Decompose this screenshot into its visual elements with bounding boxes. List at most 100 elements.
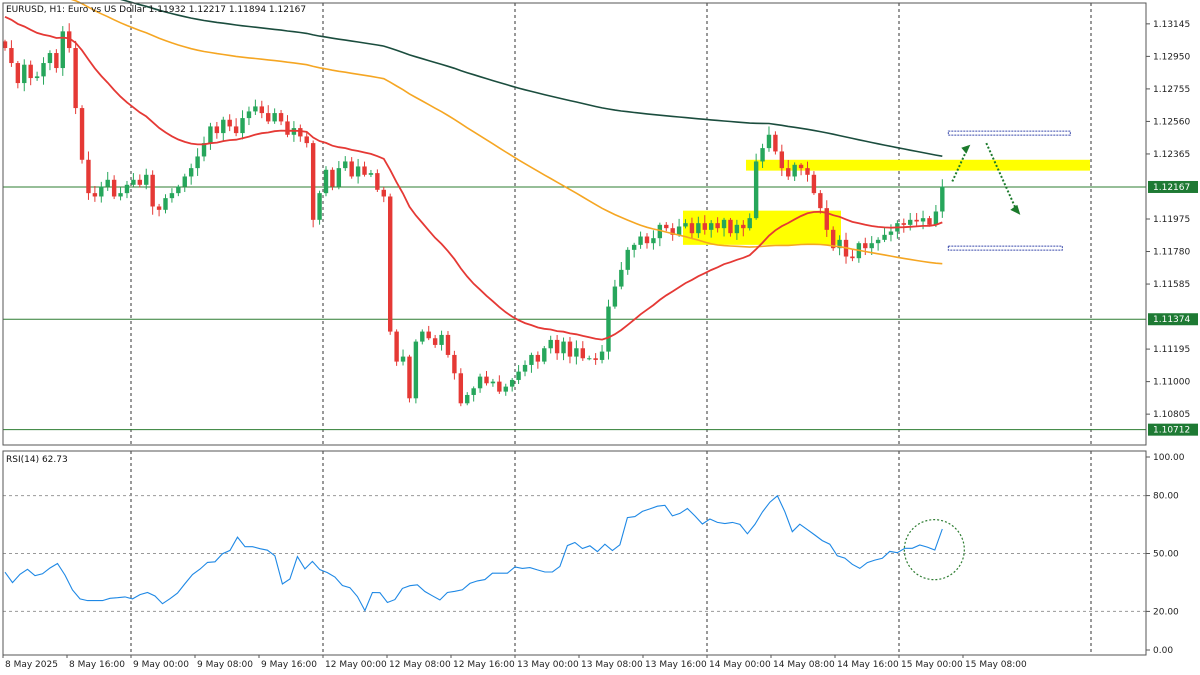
candle bbox=[503, 383, 508, 396]
candle-series bbox=[2, 23, 945, 407]
candle-body bbox=[574, 348, 579, 357]
candle bbox=[28, 60, 33, 86]
candle bbox=[747, 213, 752, 231]
candle bbox=[137, 174, 143, 188]
candle-body bbox=[67, 31, 72, 49]
candle-body bbox=[41, 63, 46, 77]
price-tick-label: 1.11780 bbox=[1153, 248, 1190, 258]
candle-body bbox=[272, 113, 277, 122]
candle-body bbox=[310, 143, 316, 220]
candle-body bbox=[150, 174, 155, 207]
candle bbox=[940, 179, 945, 218]
candle bbox=[516, 365, 521, 385]
candle-body bbox=[676, 226, 682, 235]
time-tick-label: 12 May 16:00 bbox=[453, 660, 515, 670]
candle bbox=[272, 108, 277, 124]
candle-body bbox=[195, 156, 200, 169]
candle-body bbox=[927, 218, 932, 225]
candle bbox=[73, 40, 78, 115]
candle-body bbox=[484, 376, 489, 384]
arrow-down-line bbox=[985, 142, 1018, 211]
time-tick-label: 8 May 16:00 bbox=[69, 660, 125, 670]
candle bbox=[702, 215, 707, 235]
candle bbox=[792, 162, 797, 182]
candle bbox=[850, 249, 855, 262]
candle bbox=[131, 173, 136, 187]
candle bbox=[227, 114, 232, 132]
time-tick-label: 9 May 08:00 bbox=[197, 660, 253, 670]
candle-body bbox=[766, 134, 772, 149]
zones-layer bbox=[683, 159, 1090, 245]
candle bbox=[118, 187, 123, 201]
candle-body bbox=[432, 338, 438, 345]
candle bbox=[522, 360, 528, 377]
time-tick-label: 12 May 00:00 bbox=[325, 660, 387, 670]
candle-body bbox=[124, 184, 130, 194]
candle bbox=[394, 329, 399, 366]
candle bbox=[933, 205, 939, 228]
candle-body bbox=[330, 169, 335, 187]
candle bbox=[786, 159, 791, 180]
price-tick-label: 1.11000 bbox=[1153, 378, 1190, 388]
candle bbox=[156, 203, 162, 217]
candle bbox=[458, 368, 464, 407]
candle-body bbox=[554, 339, 560, 354]
candle bbox=[901, 218, 906, 233]
candle bbox=[753, 153, 759, 220]
time-tick-label: 15 May 00:00 bbox=[901, 660, 963, 670]
candle-body bbox=[156, 206, 162, 210]
candle bbox=[323, 166, 329, 197]
candle bbox=[330, 167, 335, 191]
current-price-label: 1.12167 bbox=[1153, 183, 1190, 193]
candle bbox=[484, 370, 489, 386]
rsi-tick-label: 80.00 bbox=[1153, 492, 1179, 502]
candle bbox=[124, 180, 130, 199]
candle-body bbox=[176, 186, 181, 194]
candle bbox=[882, 227, 887, 243]
candle bbox=[99, 181, 104, 203]
candle bbox=[400, 349, 406, 366]
time-tick-label: 13 May 08:00 bbox=[581, 660, 643, 670]
candle-body bbox=[298, 128, 303, 137]
candle-body bbox=[830, 229, 836, 249]
candle-body bbox=[696, 223, 701, 234]
candle-body bbox=[253, 106, 258, 112]
candle bbox=[317, 190, 322, 225]
resistance-zone bbox=[746, 159, 1090, 171]
candle-body bbox=[60, 31, 65, 69]
candle bbox=[587, 355, 592, 361]
candle-body bbox=[317, 193, 322, 220]
candle bbox=[111, 175, 117, 200]
candle bbox=[92, 186, 98, 202]
candle-body bbox=[47, 53, 53, 64]
candle bbox=[240, 110, 245, 140]
arrow-up-head bbox=[961, 144, 971, 154]
candle-body bbox=[587, 358, 592, 360]
rsi-tick-label: 20.00 bbox=[1153, 607, 1179, 617]
candle-body bbox=[439, 334, 444, 345]
grid-lines bbox=[3, 3, 1146, 655]
candle bbox=[869, 236, 874, 255]
candle-body bbox=[111, 179, 117, 197]
candle-body bbox=[882, 234, 887, 240]
candle-body bbox=[285, 121, 290, 135]
candle bbox=[413, 339, 419, 404]
chart-header: EURUSD, H1: Euro vs US Dollar 1.11932 1.… bbox=[6, 5, 306, 15]
candle bbox=[818, 190, 823, 214]
candle bbox=[798, 163, 804, 176]
candle bbox=[741, 220, 746, 237]
candle bbox=[529, 352, 534, 373]
candle-body bbox=[920, 218, 926, 222]
moving-averages bbox=[4, 0, 943, 341]
rsi-tick-label: 100.00 bbox=[1153, 453, 1185, 463]
candle bbox=[381, 186, 386, 203]
candle bbox=[349, 157, 354, 179]
annotation-marks bbox=[947, 130, 1071, 251]
candle bbox=[355, 158, 361, 184]
candle-body bbox=[343, 161, 348, 169]
candle bbox=[2, 39, 8, 51]
candle-body bbox=[786, 168, 791, 177]
candle-body bbox=[497, 381, 502, 392]
candle-body bbox=[657, 224, 663, 239]
candle bbox=[599, 345, 605, 364]
